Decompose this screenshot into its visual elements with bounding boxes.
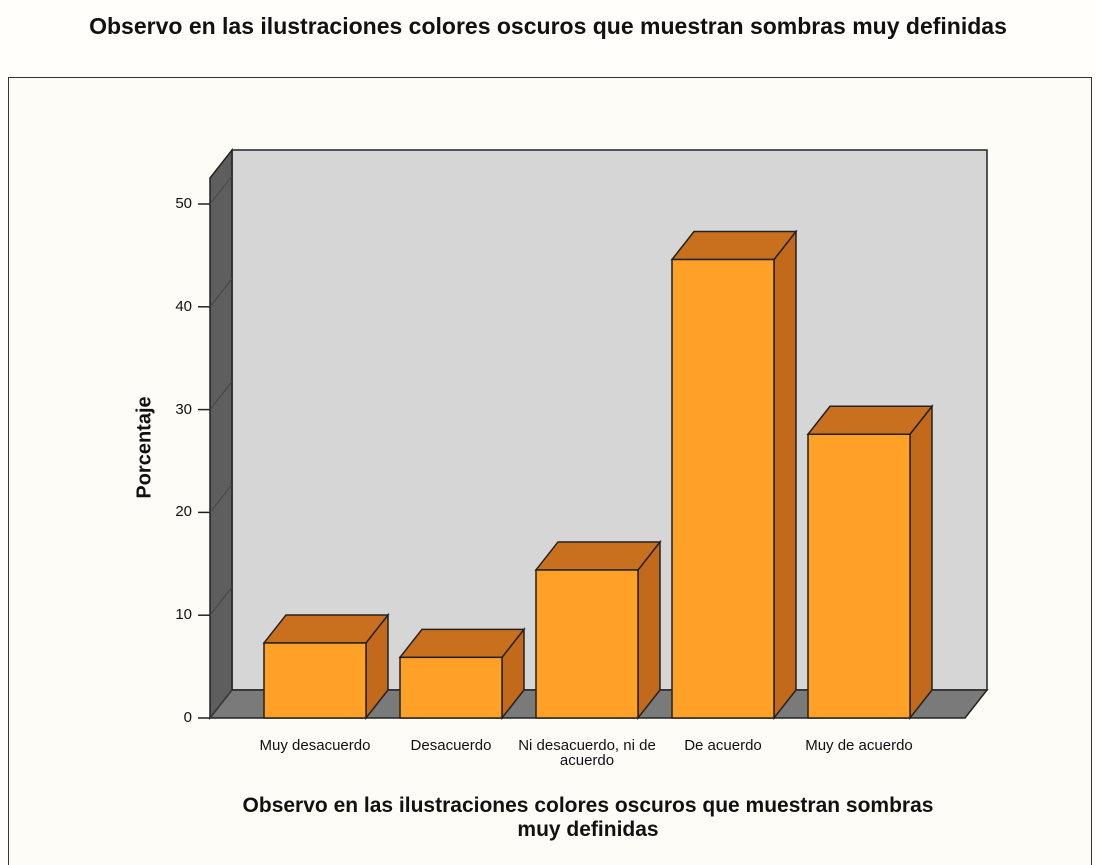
chart-title: Observo en las ilustraciones colores osc…	[89, 13, 1007, 39]
y-tick-label: 50	[175, 195, 192, 212]
x-tick-label: Ni desacuerdo, ni de acuerdo	[518, 737, 656, 769]
bar-top	[806, 405, 934, 436]
bar	[263, 642, 367, 719]
axis-edge	[209, 689, 233, 719]
y-tick-label: 40	[175, 297, 192, 315]
y-tick-label: 10	[175, 606, 192, 624]
bar-top	[534, 541, 662, 571]
x-tick-label: Muy de acuerdo	[805, 737, 913, 754]
bar-top	[670, 230, 798, 261]
axis-edge	[209, 586, 233, 616]
bar	[399, 656, 503, 719]
y-tick-label: 0	[183, 709, 192, 726]
x-tick-label: Muy desacuerdo	[259, 737, 371, 754]
x-tick-label: De acuerdo	[684, 737, 762, 754]
bar-top	[398, 628, 526, 659]
y-tick-label: 30	[175, 400, 192, 418]
bar-top	[262, 614, 390, 644]
bar-side	[637, 539, 661, 721]
bar-side	[773, 229, 797, 721]
axis-edge	[209, 175, 233, 205]
bar	[671, 258, 775, 719]
axis-edge	[209, 278, 233, 308]
side-wall	[209, 147, 233, 721]
bar-side	[909, 404, 933, 721]
bar	[807, 433, 911, 719]
axis-edge	[209, 381, 233, 410]
x-tick-label: Desacuerdo	[410, 737, 492, 754]
y-tick-label: 20	[175, 503, 192, 521]
x-axis-label: Observo en las ilustraciones colores osc…	[242, 794, 934, 841]
bar	[535, 569, 639, 719]
axis-edge	[209, 484, 233, 513]
